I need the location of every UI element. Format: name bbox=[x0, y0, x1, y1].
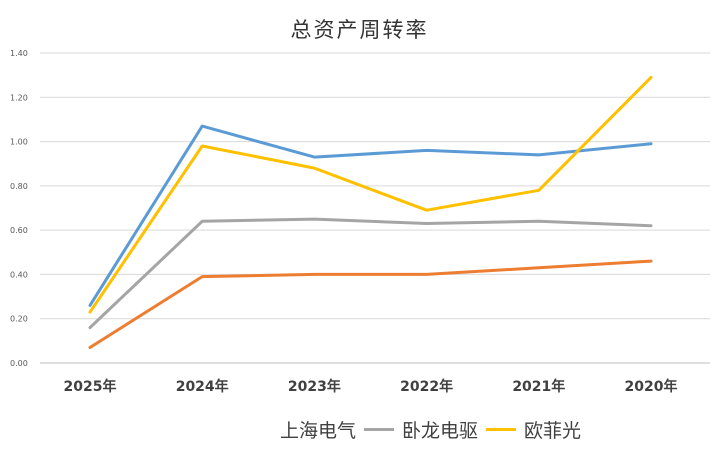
x-tick-label: 2023年 bbox=[288, 378, 341, 395]
x-tick-label: 2025年 bbox=[64, 378, 117, 395]
legend-label-series-1: 上海电气 bbox=[280, 420, 357, 442]
y-tick-label: 1.40 bbox=[10, 49, 28, 58]
y-tick-label: 0.40 bbox=[10, 270, 28, 279]
x-tick-label: 2024年 bbox=[176, 378, 229, 395]
y-tick-label: 0.00 bbox=[10, 359, 28, 368]
chart-title: 总资产周转率 bbox=[290, 18, 429, 42]
x-tick-label: 2021年 bbox=[512, 378, 565, 395]
series-line-4 bbox=[88, 259, 653, 349]
series-line-2 bbox=[88, 217, 653, 330]
legend-label-series-2: 卧龙电驱 bbox=[402, 420, 479, 442]
y-tick-label: 0.20 bbox=[10, 315, 28, 324]
series-line-1 bbox=[88, 124, 653, 307]
legend-item-series-1: 上海电气 bbox=[280, 416, 356, 443]
chart-legend: 上海电气 卧龙电驱 欧菲光 bbox=[280, 416, 581, 443]
series-line-3 bbox=[88, 75, 653, 314]
legend-label-series-3: 欧菲光 bbox=[524, 420, 582, 442]
legend-item-series-2: 卧龙电驱 bbox=[356, 416, 478, 443]
x-tick-label: 2022年 bbox=[400, 378, 453, 395]
y-tick-label: 1.00 bbox=[10, 138, 28, 147]
legend-item-series-3: 欧菲光 bbox=[478, 416, 581, 443]
x-tick-label: 2020年 bbox=[625, 378, 678, 395]
y-tick-label: 0.60 bbox=[10, 226, 28, 235]
y-tick-label: 0.80 bbox=[10, 182, 28, 191]
y-tick-label: 1.20 bbox=[10, 93, 28, 102]
legend-swatch-series-3 bbox=[486, 428, 517, 431]
legend-swatch-series-2 bbox=[364, 428, 395, 431]
